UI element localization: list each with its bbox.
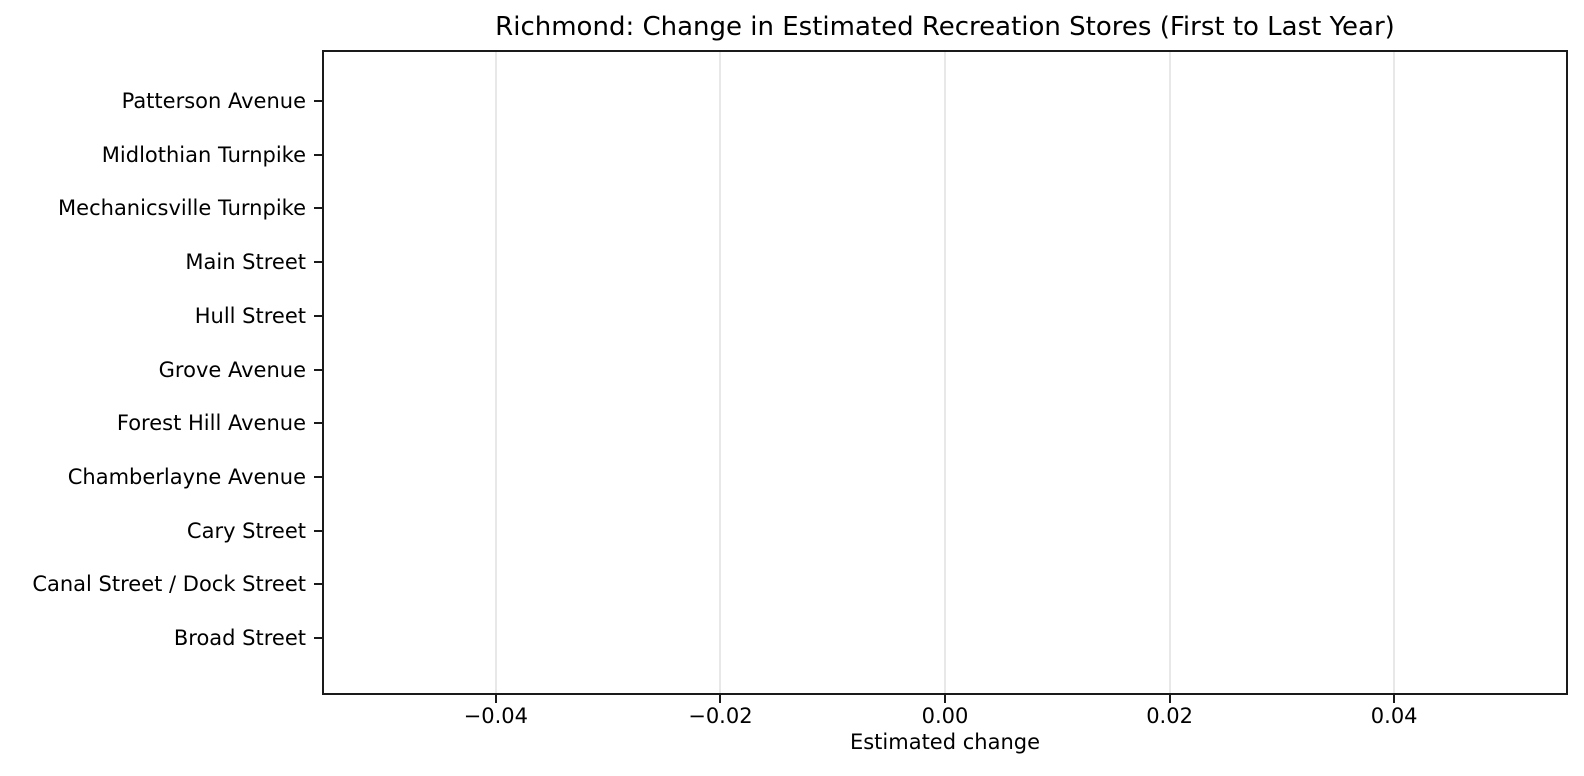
x-tick-label-1: −0.02 bbox=[688, 704, 753, 728]
gridline-x-4 bbox=[1393, 52, 1396, 693]
y-tick-mark-1 bbox=[314, 153, 322, 156]
gridline-x-3 bbox=[1168, 52, 1171, 693]
gridline-x-1 bbox=[719, 52, 722, 693]
x-tick-mark-1 bbox=[719, 695, 722, 703]
y-tick-label-9: Canal Street / Dock Street bbox=[32, 572, 306, 597]
x-tick-mark-0 bbox=[494, 695, 497, 703]
y-tick-mark-6 bbox=[314, 422, 322, 425]
y-tick-mark-0 bbox=[314, 100, 322, 102]
x-axis-label: Estimated change bbox=[849, 730, 1041, 754]
y-tick-mark-2 bbox=[314, 207, 322, 210]
y-tick-label-3: Main Street bbox=[185, 250, 306, 275]
x-tick-label-2: 0.00 bbox=[921, 704, 969, 728]
y-tick-label-1: Midlothian Turnpike bbox=[101, 142, 306, 167]
x-tick-mark-3 bbox=[1168, 695, 1171, 703]
x-tick-mark-2 bbox=[944, 695, 946, 703]
y-tick-mark-3 bbox=[314, 261, 322, 264]
y-tick-mark-9 bbox=[314, 583, 322, 586]
y-tick-label-4: Hull Street bbox=[194, 303, 306, 328]
gridline-x-0 bbox=[494, 52, 497, 693]
x-tick-label-4: 0.04 bbox=[1370, 704, 1418, 728]
plot-area bbox=[322, 50, 1568, 695]
y-tick-label-7: Chamberlayne Avenue bbox=[67, 464, 306, 489]
y-tick-mark-7 bbox=[314, 475, 322, 478]
y-tick-mark-10 bbox=[314, 637, 322, 639]
y-tick-label-8: Cary Street bbox=[186, 518, 306, 543]
y-tick-label-5: Grove Avenue bbox=[158, 357, 306, 382]
chart-title: Richmond: Change in Estimated Recreation… bbox=[495, 12, 1395, 42]
y-tick-label-0: Patterson Avenue bbox=[121, 89, 306, 113]
y-tick-mark-4 bbox=[314, 314, 322, 317]
x-tick-label-3: 0.02 bbox=[1146, 704, 1193, 728]
y-tick-mark-5 bbox=[314, 368, 322, 371]
y-tick-label-10: Broad Street bbox=[173, 626, 306, 650]
y-tick-mark-8 bbox=[314, 529, 322, 532]
y-tick-label-2: Mechanicsville Turnpike bbox=[58, 196, 306, 221]
x-tick-label-0: −0.04 bbox=[463, 704, 528, 728]
y-tick-label-6: Forest Hill Avenue bbox=[116, 411, 306, 436]
x-tick-mark-4 bbox=[1393, 695, 1396, 703]
gridline-x-2 bbox=[944, 52, 946, 693]
